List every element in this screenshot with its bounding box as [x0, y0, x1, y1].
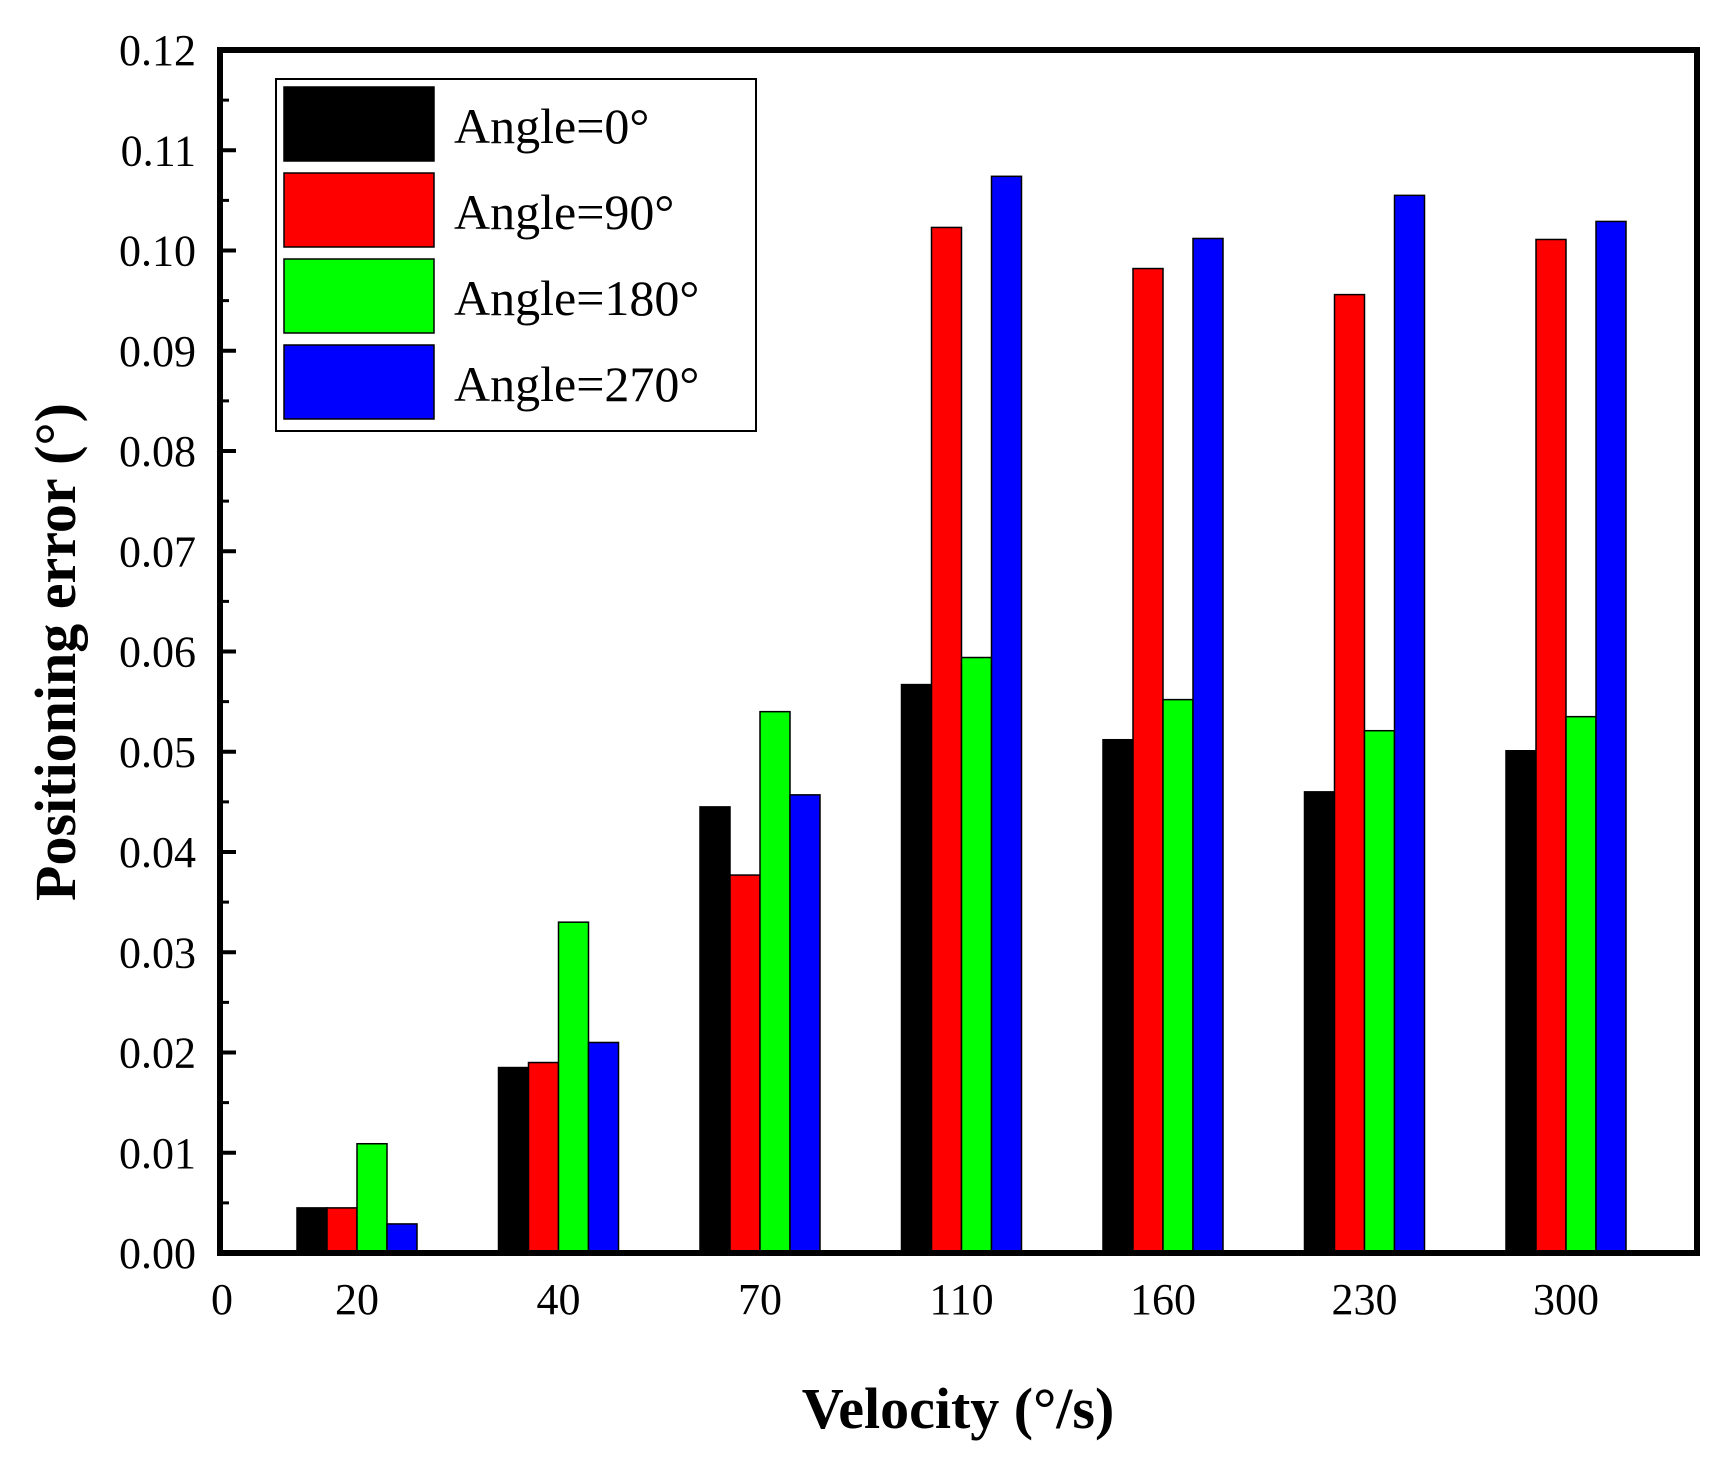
legend-label: Angle=270°	[454, 356, 699, 412]
legend-label: Angle=0°	[454, 98, 649, 154]
bar-230-series-2	[1333, 293, 1366, 1254]
legend: Angle=0° Angle=90° Angle=180° Angle=270°	[275, 78, 757, 432]
bar-40-series-3	[557, 921, 590, 1254]
x-tick-label: 300	[1533, 1275, 1599, 1324]
x-tick-label: 110	[929, 1275, 993, 1324]
bar-160-series-2	[1132, 267, 1164, 1254]
y-tick-label: 0.10	[119, 227, 196, 276]
y-tick-label: 0.00	[119, 1229, 196, 1278]
bar-70-series-1	[699, 806, 731, 1254]
y-tick-label: 0.09	[119, 327, 196, 376]
bar-300-series-4	[1595, 220, 1627, 1254]
legend-swatch	[283, 258, 435, 334]
y-tick-label: 0.05	[119, 728, 196, 777]
bar-160-series-4	[1192, 237, 1224, 1254]
y-tick-label: 0.08	[119, 427, 196, 476]
legend-label: Angle=90°	[454, 184, 674, 240]
x-tick-label: 20	[335, 1275, 379, 1324]
bar-40-series-2	[527, 1061, 560, 1254]
bar-230-series-3	[1363, 729, 1396, 1254]
bar-230-series-1	[1303, 791, 1336, 1254]
legend-swatch	[283, 172, 435, 248]
x-tick-label: 40	[537, 1275, 581, 1324]
x-tick-label: 230	[1332, 1275, 1398, 1324]
bar-20-series-2	[326, 1207, 358, 1254]
legend-swatch	[283, 344, 435, 420]
bar-40-series-1	[497, 1066, 530, 1254]
y-tick-label: 0.12	[119, 26, 196, 75]
y-tick-label: 0.06	[119, 628, 196, 677]
x-tick-label: 70	[738, 1275, 782, 1324]
bar-70-series-4	[789, 794, 821, 1254]
bar-20-series-1	[296, 1207, 328, 1254]
bar-160-series-3	[1162, 698, 1194, 1254]
bar-110-series-4	[990, 175, 1023, 1254]
y-tick-label: 0.02	[119, 1029, 196, 1078]
bar-300-series-2	[1535, 238, 1567, 1254]
bar-160-series-1	[1102, 738, 1134, 1254]
bar-20-series-3	[356, 1142, 388, 1254]
y-tick-label: 0.03	[119, 928, 196, 977]
x-axis-title: Velocity (°/s)	[802, 1376, 1115, 1441]
y-tick-label: 0.07	[119, 527, 196, 576]
bar-300-series-1	[1505, 749, 1537, 1254]
bar-110-series-1	[900, 683, 933, 1254]
y-tick-label: 0.04	[119, 828, 196, 877]
bars-layer	[296, 175, 1627, 1254]
legend-label: Angle=180°	[454, 270, 699, 326]
bar-70-series-3	[759, 710, 791, 1254]
y-axis-title: Positioning error (°)	[23, 403, 88, 901]
bar-40-series-4	[587, 1041, 620, 1254]
legend-swatch	[283, 86, 435, 162]
bar-300-series-3	[1565, 715, 1597, 1254]
x-tick-label: 160	[1130, 1275, 1196, 1324]
y-tick-label: 0.01	[119, 1129, 196, 1178]
bar-20-series-4	[386, 1223, 418, 1254]
bar-70-series-2	[729, 874, 761, 1254]
bar-110-series-2	[930, 226, 963, 1254]
x-origin-label: 0	[211, 1275, 233, 1324]
bar-230-series-4	[1393, 194, 1426, 1254]
bar-110-series-3	[960, 656, 993, 1254]
axes-layer: 0.00 0.01 0.02 0.03 0.04 0.05 0.06 0.07 0.08 0.09…	[119, 26, 1599, 1324]
y-tick-label: 0.11	[121, 126, 196, 175]
